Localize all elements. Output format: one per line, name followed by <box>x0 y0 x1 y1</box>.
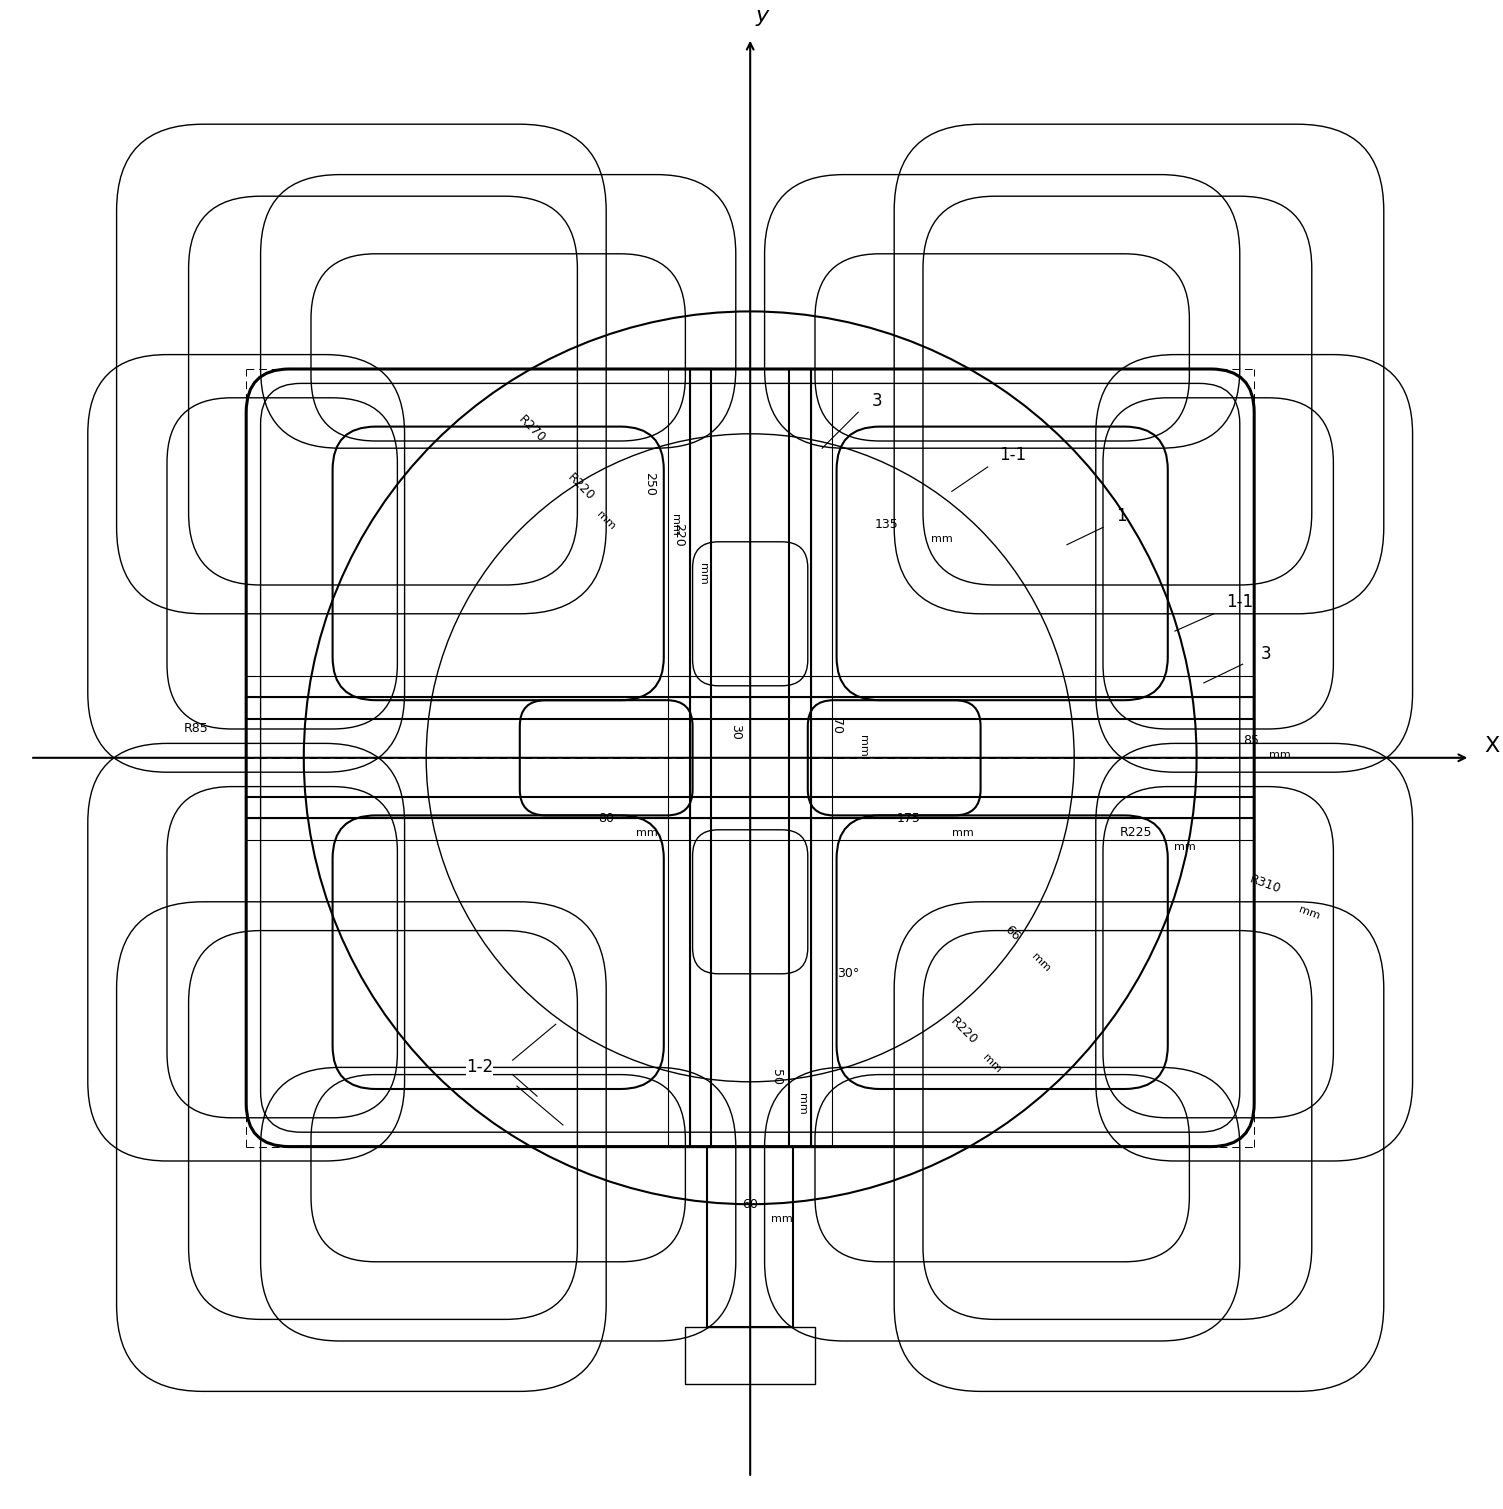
Text: R310: R310 <box>1247 872 1284 896</box>
Text: R270: R270 <box>516 413 547 445</box>
Bar <box>246 797 1254 818</box>
Bar <box>246 818 1254 841</box>
Text: 220: 220 <box>672 522 685 546</box>
Text: 50: 50 <box>770 1070 783 1085</box>
Text: 1-1: 1-1 <box>1226 593 1254 611</box>
Text: mm: mm <box>595 509 618 531</box>
Bar <box>246 697 1254 718</box>
Text: 175: 175 <box>897 812 920 825</box>
Text: mm: mm <box>953 827 974 837</box>
Text: 70: 70 <box>830 718 843 733</box>
Text: 3: 3 <box>1261 646 1272 662</box>
Text: mm: mm <box>636 827 657 837</box>
Text: 250: 250 <box>643 472 655 496</box>
Bar <box>669 370 690 1147</box>
Text: 30°: 30° <box>837 967 860 981</box>
Text: mm: mm <box>670 513 681 536</box>
Text: R85: R85 <box>183 723 207 735</box>
Text: 85: 85 <box>1243 733 1260 747</box>
Text: R225: R225 <box>1120 825 1153 839</box>
Text: mm: mm <box>1174 842 1196 853</box>
Text: mm: mm <box>1269 750 1291 761</box>
Text: 1-2: 1-2 <box>466 1058 493 1076</box>
Bar <box>685 1326 815 1384</box>
Text: mm: mm <box>697 563 708 584</box>
Text: 66: 66 <box>1003 924 1022 943</box>
Text: R220: R220 <box>947 1016 980 1047</box>
Text: mm: mm <box>797 1093 807 1114</box>
Text: 135: 135 <box>875 518 899 531</box>
Bar <box>690 370 711 1147</box>
Text: 1-1: 1-1 <box>998 447 1027 465</box>
Text: 1: 1 <box>1117 507 1127 525</box>
Text: 3: 3 <box>872 392 882 409</box>
Text: R220: R220 <box>564 471 597 502</box>
Text: mm: mm <box>1297 905 1321 922</box>
Text: y: y <box>755 6 768 26</box>
Text: mm: mm <box>981 1052 1004 1074</box>
Bar <box>789 370 810 1147</box>
Bar <box>810 370 833 1147</box>
Text: 60: 60 <box>742 1198 758 1210</box>
Text: 30: 30 <box>729 724 742 739</box>
Text: X: X <box>1485 736 1500 756</box>
Text: mm: mm <box>1030 951 1052 973</box>
Text: mm: mm <box>930 534 953 543</box>
Bar <box>706 1147 794 1326</box>
Text: 80: 80 <box>598 812 615 825</box>
Text: mm: mm <box>858 735 867 758</box>
Text: mm: mm <box>771 1213 792 1224</box>
Bar <box>246 676 1254 697</box>
